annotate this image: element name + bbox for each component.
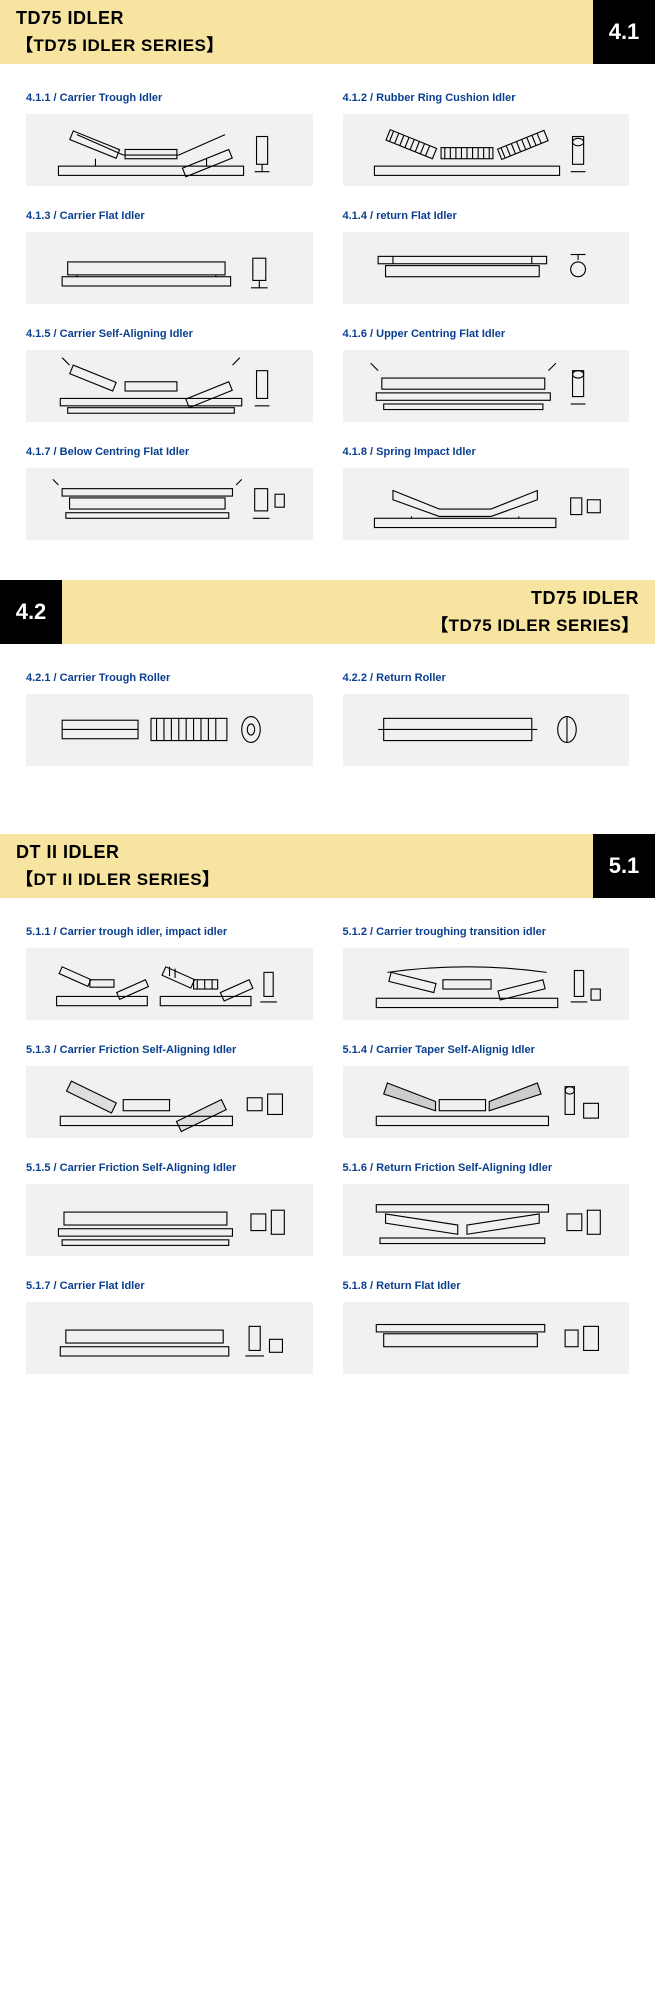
- catalog-item: 4.1.3 / Carrier Flat Idler: [26, 210, 313, 304]
- diagram-transition: [343, 948, 630, 1020]
- item-label: 4.1.2 / Rubber Ring Cushion Idler: [343, 92, 630, 104]
- catalog-item: 5.1.7 / Carrier Flat Idler: [26, 1280, 313, 1374]
- header-band: TD75 IDLER 【TD75 IDLER SERIES】: [0, 0, 593, 64]
- item-label: 4.2.2 / Return Roller: [343, 672, 630, 684]
- item-label: 4.1.6 / Upper Centring Flat Idler: [343, 328, 630, 340]
- diagram-roller-pair: [26, 694, 313, 766]
- diagram-roller-single: [343, 694, 630, 766]
- diagram-self-align-trough: [26, 350, 313, 422]
- item-label: 5.1.6 / Return Friction Self-Aligning Id…: [343, 1162, 630, 1174]
- items-grid-41: 4.1.1 / Carrier Trough Idler 4.1.2 / Rub…: [0, 92, 655, 580]
- diagram-spring-impact: [343, 468, 630, 540]
- diagram-return-flat-dt: [343, 1302, 630, 1374]
- diagram-return-flat: [343, 232, 630, 304]
- section-header-42: 4.2 TD75 IDLER 【TD75 IDLER SERIES】: [0, 580, 655, 644]
- item-label: 4.1.1 / Carrier Trough Idler: [26, 92, 313, 104]
- item-label: 4.1.4 / return Flat Idler: [343, 210, 630, 222]
- section-badge: 5.1: [593, 834, 655, 898]
- catalog-item: 5.1.5 / Carrier Friction Self-Aligning I…: [26, 1162, 313, 1256]
- catalog-item: 5.1.2 / Carrier troughing transition idl…: [343, 926, 630, 1020]
- item-label: 5.1.7 / Carrier Flat Idler: [26, 1280, 313, 1292]
- catalog-item: 4.1.8 / Spring Impact Idler: [343, 446, 630, 540]
- header-band: TD75 IDLER 【TD75 IDLER SERIES】: [62, 580, 655, 644]
- section-subtitle: 【DT II IDLER SERIES】: [16, 865, 220, 890]
- section-subtitle: 【TD75 IDLER SERIES】: [16, 31, 224, 56]
- diagram-trough: [26, 114, 313, 186]
- section-title: DT II IDLER: [16, 842, 220, 863]
- item-label: 4.1.8 / Spring Impact Idler: [343, 446, 630, 458]
- section-title: TD75 IDLER: [431, 588, 639, 609]
- catalog-item: 5.1.1 / Carrier trough idler, impact idl…: [26, 926, 313, 1020]
- item-label: 4.1.3 / Carrier Flat Idler: [26, 210, 313, 222]
- diagram-trough-double: [26, 948, 313, 1020]
- diagram-rubber-ring: [343, 114, 630, 186]
- diagram-friction-flat: [26, 1184, 313, 1256]
- section-badge: 4.2: [0, 580, 62, 644]
- catalog-item: 4.1.1 / Carrier Trough Idler: [26, 92, 313, 186]
- section-badge: 4.1: [593, 0, 655, 64]
- section-header-51: DT II IDLER 【DT II IDLER SERIES】 5.1: [0, 834, 655, 898]
- diagram-friction-trough: [26, 1066, 313, 1138]
- section-subtitle: 【TD75 IDLER SERIES】: [431, 611, 639, 636]
- item-label: 5.1.1 / Carrier trough idler, impact idl…: [26, 926, 313, 938]
- item-label: 4.1.7 / Below Centring Flat Idler: [26, 446, 313, 458]
- items-grid-51: 5.1.1 / Carrier trough idler, impact idl…: [0, 926, 655, 1414]
- catalog-item: 5.1.8 / Return Flat Idler: [343, 1280, 630, 1374]
- item-label: 4.2.1 / Carrier Trough Roller: [26, 672, 313, 684]
- diagram-taper-trough: [343, 1066, 630, 1138]
- diagram-flat: [26, 232, 313, 304]
- item-label: 5.1.5 / Carrier Friction Self-Aligning I…: [26, 1162, 313, 1174]
- item-label: 5.1.3 / Carrier Friction Self-Aligning I…: [26, 1044, 313, 1056]
- catalog-item: 4.1.5 / Carrier Self-Aligning Idler: [26, 328, 313, 422]
- catalog-item: 4.1.4 / return Flat Idler: [343, 210, 630, 304]
- item-label: 4.1.5 / Carrier Self-Aligning Idler: [26, 328, 313, 340]
- catalog-item: 5.1.3 / Carrier Friction Self-Aligning I…: [26, 1044, 313, 1138]
- catalog-item: 4.1.6 / Upper Centring Flat Idler: [343, 328, 630, 422]
- diagram-flat-dt: [26, 1302, 313, 1374]
- item-label: 5.1.8 / Return Flat Idler: [343, 1280, 630, 1292]
- items-grid-42: 4.2.1 / Carrier Trough Roller 4.2.2 / Re…: [0, 672, 655, 806]
- catalog-item: 4.1.2 / Rubber Ring Cushion Idler: [343, 92, 630, 186]
- item-label: 5.1.2 / Carrier troughing transition idl…: [343, 926, 630, 938]
- item-label: 5.1.4 / Carrier Taper Self-Alignig Idler: [343, 1044, 630, 1056]
- catalog-item: 4.1.7 / Below Centring Flat Idler: [26, 446, 313, 540]
- diagram-upper-centring: [343, 350, 630, 422]
- catalog-item: 5.1.6 / Return Friction Self-Aligning Id…: [343, 1162, 630, 1256]
- section-title: TD75 IDLER: [16, 8, 224, 29]
- catalog-item: 5.1.4 / Carrier Taper Self-Alignig Idler: [343, 1044, 630, 1138]
- catalog-item: 4.2.2 / Return Roller: [343, 672, 630, 766]
- header-band: DT II IDLER 【DT II IDLER SERIES】: [0, 834, 593, 898]
- diagram-below-centring: [26, 468, 313, 540]
- diagram-return-friction: [343, 1184, 630, 1256]
- catalog-item: 4.2.1 / Carrier Trough Roller: [26, 672, 313, 766]
- section-header-41: TD75 IDLER 【TD75 IDLER SERIES】 4.1: [0, 0, 655, 64]
